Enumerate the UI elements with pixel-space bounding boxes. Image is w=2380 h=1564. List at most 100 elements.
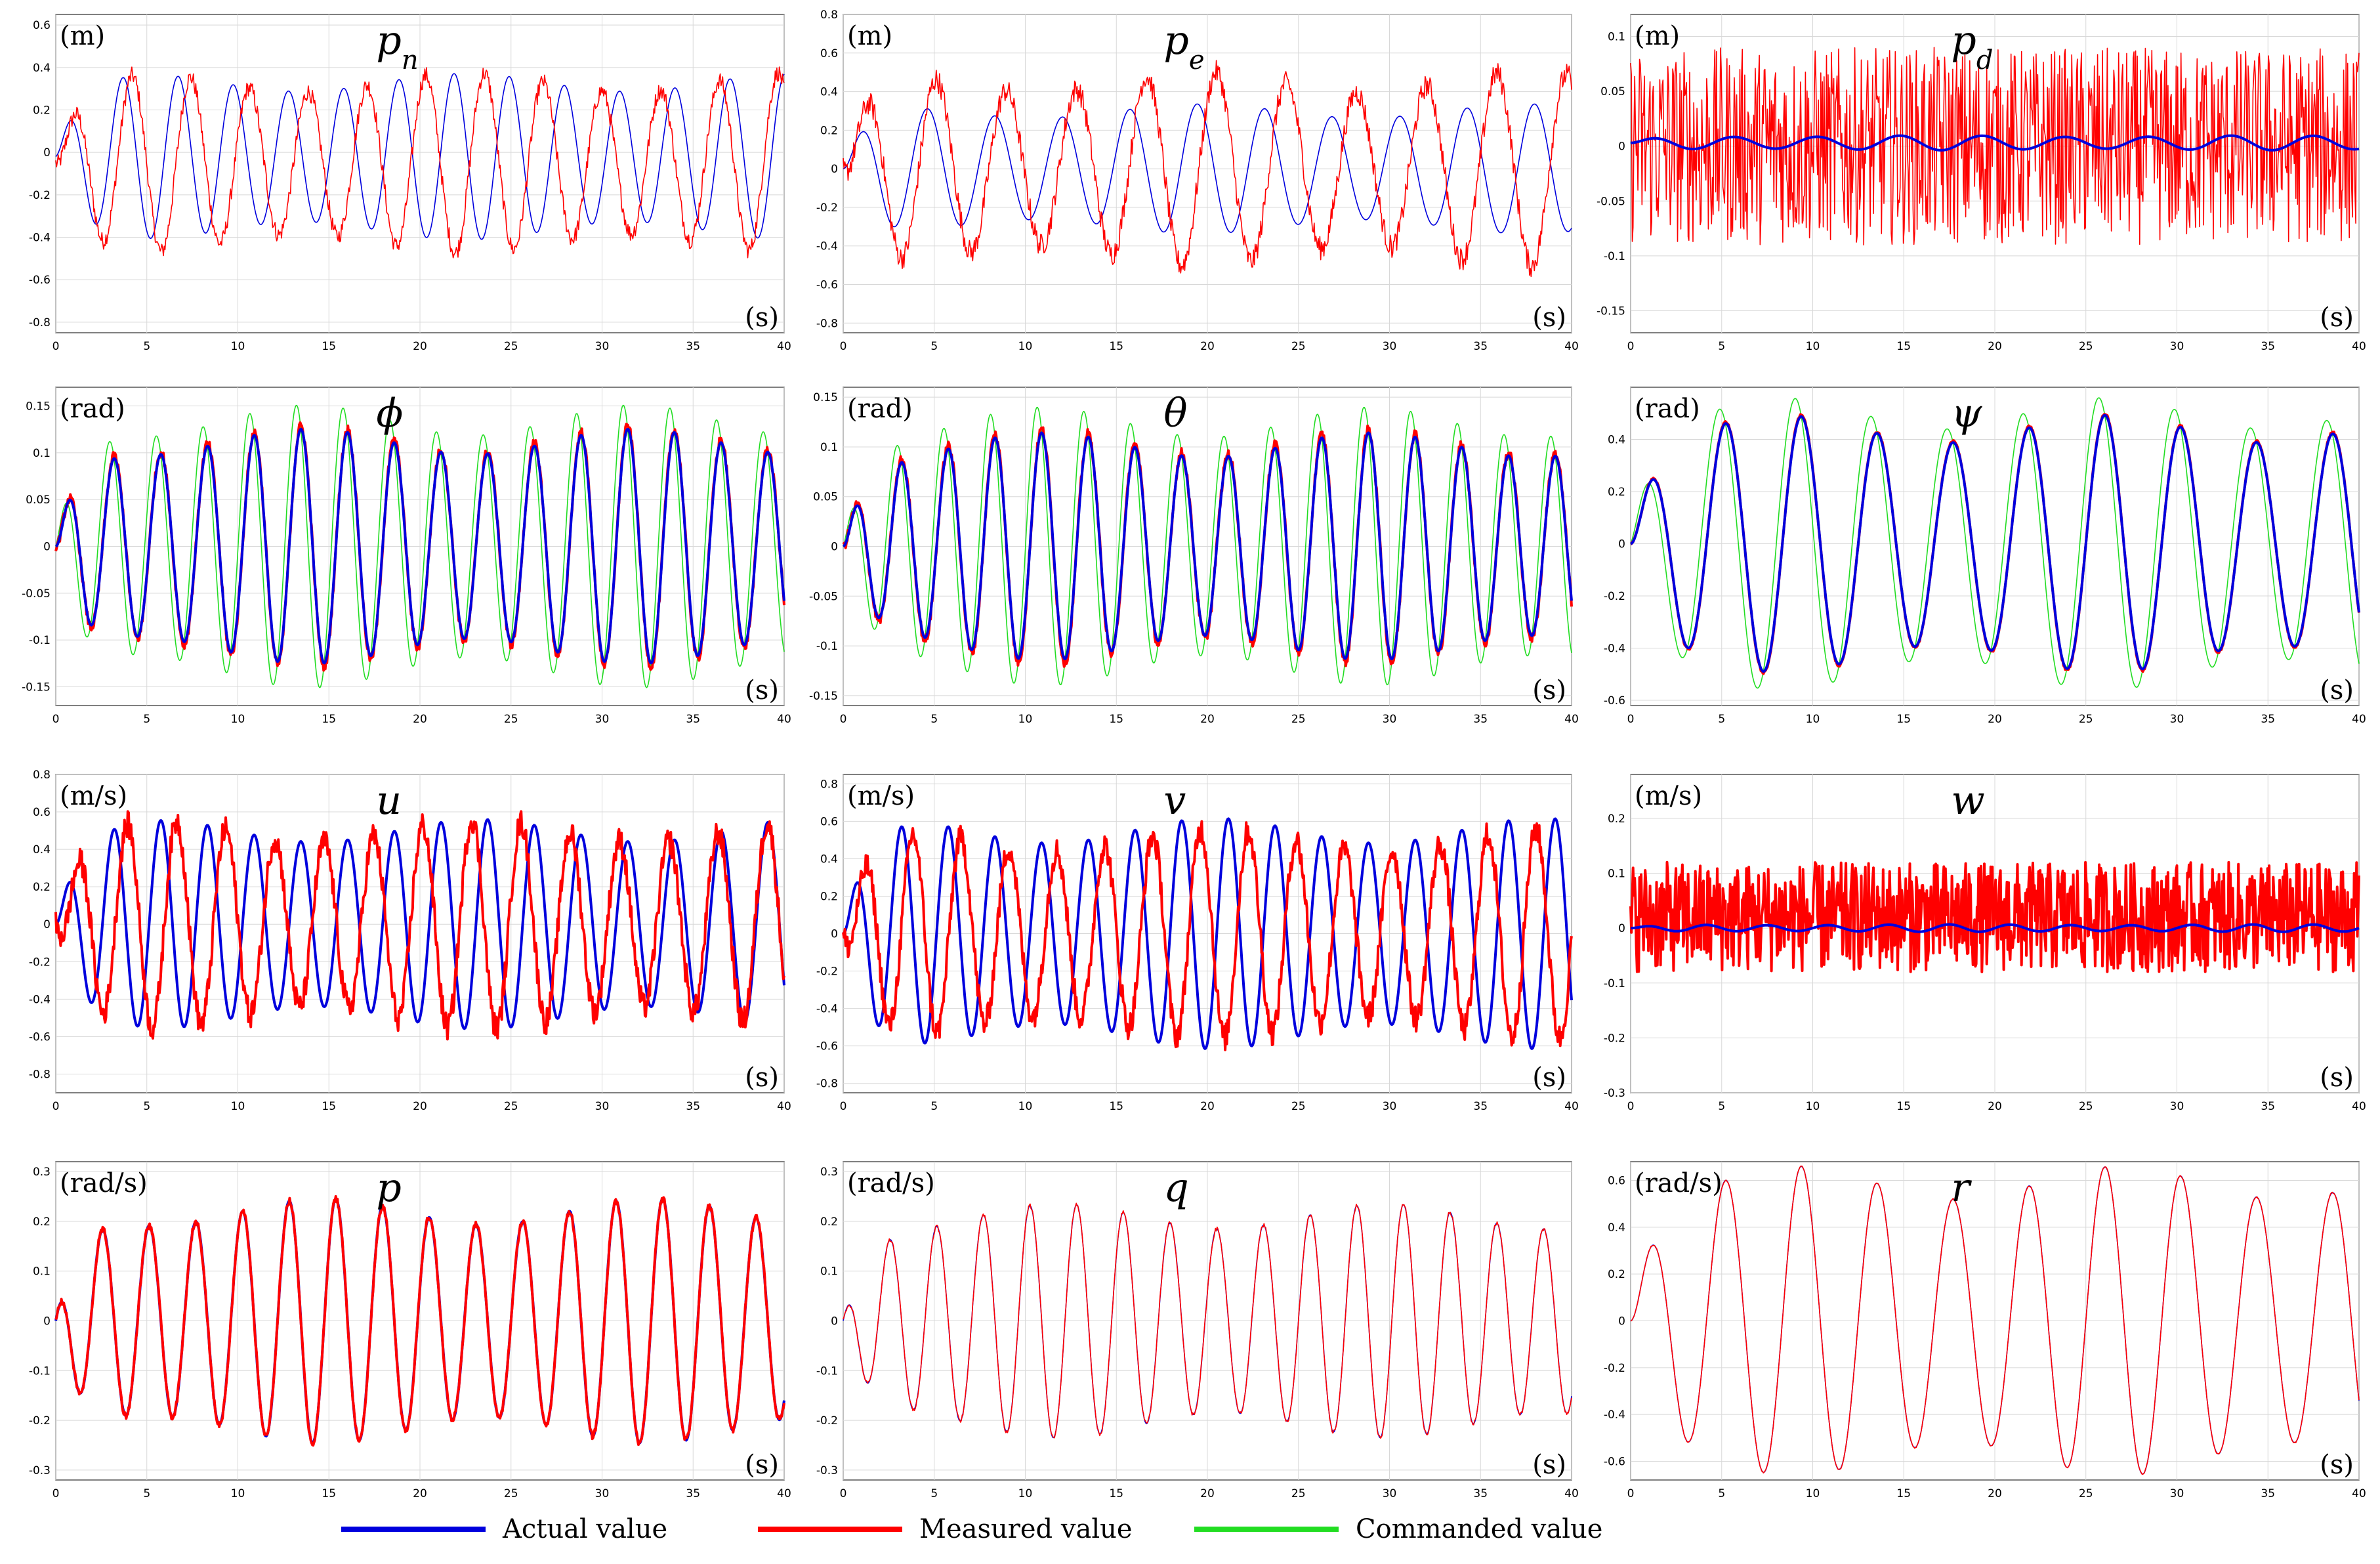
y-tick-label: -0.8 xyxy=(29,1068,51,1081)
x-tick-label: 40 xyxy=(1564,1487,1579,1500)
x-tick-label: 30 xyxy=(2170,713,2184,726)
panel-title: θ xyxy=(1163,391,1187,436)
x-unit-label: (s) xyxy=(2320,1450,2354,1480)
x-tick-label: 5 xyxy=(930,1100,938,1113)
x-tick-label: 5 xyxy=(930,1487,938,1500)
y-tick-label: 0.1 xyxy=(33,1265,51,1279)
y-tick-label: -0.05 xyxy=(1597,195,1625,208)
x-unit-label: (s) xyxy=(745,675,779,706)
x-tick-label: 20 xyxy=(1988,713,2002,726)
panel-title: r xyxy=(1951,1165,1972,1211)
y-tick-label: -0.6 xyxy=(816,1040,838,1053)
x-tick-label: 20 xyxy=(1988,1487,2002,1500)
y-tick-label: 0.6 xyxy=(820,815,838,828)
y-tick-label: 0.6 xyxy=(33,806,51,819)
x-tick-label: 10 xyxy=(1806,1487,1820,1500)
x-tick-label: 40 xyxy=(1564,713,1579,726)
legend-swatch-commanded xyxy=(1194,1527,1339,1532)
x-tick-label: 15 xyxy=(1109,1487,1123,1500)
y-tick-label: -0.1 xyxy=(816,640,838,653)
series-measured-line xyxy=(1630,47,2360,245)
y-tick-label: -0.8 xyxy=(816,1078,838,1091)
x-tick-label: 5 xyxy=(930,340,938,353)
x-tick-label: 20 xyxy=(1200,340,1215,353)
y-tick-label: 0.2 xyxy=(820,890,838,903)
chart-theta: 0 5 10 15 20 25 30 35 40 -0.15 -0.1 -0.05 0 0.05 0.1 0.… xyxy=(809,387,1579,726)
panel-title: u xyxy=(376,778,402,824)
y-tick-label: 0 xyxy=(43,146,51,159)
x-tick-label: 10 xyxy=(1018,1487,1033,1500)
series-actual-line xyxy=(55,427,785,665)
x-tick-label: 0 xyxy=(1627,713,1635,726)
legend-item-commanded: Commanded value xyxy=(1194,1510,1602,1549)
x-tick-label: 25 xyxy=(2079,340,2093,353)
y-tick-label: 0.2 xyxy=(33,1215,51,1229)
chart-pn: 0 5 10 15 20 25 30 35 40 -0.8 -0.6 -0.4 -0.2 0 0.2 0.4 0… xyxy=(29,14,791,353)
x-tick-label: 0 xyxy=(840,340,847,353)
y-tick-label: -0.15 xyxy=(1597,305,1625,318)
y-tick-label: 0.15 xyxy=(26,400,51,413)
y-tick-label: 0.8 xyxy=(820,778,838,791)
x-tick-label: 30 xyxy=(1383,1100,1397,1113)
x-tick-label: 35 xyxy=(686,1100,700,1113)
x-unit-label: (s) xyxy=(2320,303,2354,333)
y-tick-label: 0 xyxy=(43,918,51,931)
y-unit-label: (rad) xyxy=(847,394,913,424)
x-tick-label: 20 xyxy=(413,1487,427,1500)
panel-title: p xyxy=(376,1165,401,1211)
legend-swatch-measured xyxy=(758,1527,902,1532)
x-tick-label: 0 xyxy=(1627,340,1635,353)
y-tick-label: 0.4 xyxy=(820,853,838,866)
y-tick-label: 0 xyxy=(1618,1315,1625,1328)
panel-title: q xyxy=(1163,1165,1188,1211)
y-unit-label: (rad/s) xyxy=(60,1168,148,1198)
x-tick-label: 25 xyxy=(1291,713,1306,726)
legend-swatch-actual xyxy=(341,1527,486,1532)
x-tick-label: 5 xyxy=(1718,1487,1725,1500)
x-tick-label: 35 xyxy=(686,340,700,353)
y-tick-label: 0.6 xyxy=(1608,1175,1625,1188)
x-tick-label: 15 xyxy=(1896,1487,1911,1500)
y-tick-label: 0.3 xyxy=(820,1166,838,1179)
x-tick-label: 5 xyxy=(143,340,150,353)
x-tick-label: 20 xyxy=(413,1100,427,1113)
panel-title: ϕ xyxy=(376,391,403,436)
x-tick-label: 20 xyxy=(413,713,427,726)
series-commanded-line xyxy=(55,404,785,688)
x-unit-label: (s) xyxy=(1532,1063,1566,1093)
x-unit-label: (s) xyxy=(745,1450,779,1480)
y-tick-label: 0.4 xyxy=(1608,434,1625,447)
y-tick-label: -0.2 xyxy=(1604,1362,1625,1375)
chart-u: 0 5 10 15 20 25 30 35 40 -0.8 -0.6 -0.4 -0.2 0 0.2 0.4 0… xyxy=(29,769,791,1113)
y-tick-label: -0.6 xyxy=(816,279,838,292)
x-tick-label: 10 xyxy=(231,340,245,353)
x-tick-label: 10 xyxy=(1018,713,1033,726)
series-actual-line xyxy=(843,431,1573,661)
series-measured-line xyxy=(54,810,785,1041)
x-tick-label: 0 xyxy=(840,1487,847,1500)
y-tick-label: 0.4 xyxy=(820,86,838,99)
series-actual-line xyxy=(55,73,785,240)
x-tick-label: 20 xyxy=(413,340,427,353)
series-measured-line xyxy=(55,66,785,259)
x-tick-label: 0 xyxy=(52,1100,60,1113)
x-tick-label: 40 xyxy=(2352,713,2366,726)
x-tick-label: 35 xyxy=(2261,713,2275,726)
x-tick-label: 35 xyxy=(2261,340,2275,353)
legend-label-actual: Actual value xyxy=(503,1514,668,1544)
y-tick-label: 0.1 xyxy=(1608,30,1625,43)
x-tick-label: 20 xyxy=(1988,340,2002,353)
x-tick-label: 40 xyxy=(1564,1100,1579,1113)
x-tick-label: 10 xyxy=(1018,1100,1033,1113)
x-tick-label: 30 xyxy=(1383,713,1397,726)
y-tick-label: -0.6 xyxy=(29,274,51,287)
y-tick-label: -0.2 xyxy=(816,201,838,215)
y-tick-label: -0.3 xyxy=(816,1464,838,1477)
y-tick-label: 0.05 xyxy=(1600,85,1625,98)
y-tick-label: 0.4 xyxy=(1608,1221,1625,1235)
series-commanded-line xyxy=(1630,397,2360,689)
x-tick-label: 35 xyxy=(1473,340,1488,353)
x-tick-label: 15 xyxy=(322,340,336,353)
y-tick-label: -0.6 xyxy=(1604,1455,1625,1468)
y-unit-label: (rad/s) xyxy=(847,1168,935,1198)
